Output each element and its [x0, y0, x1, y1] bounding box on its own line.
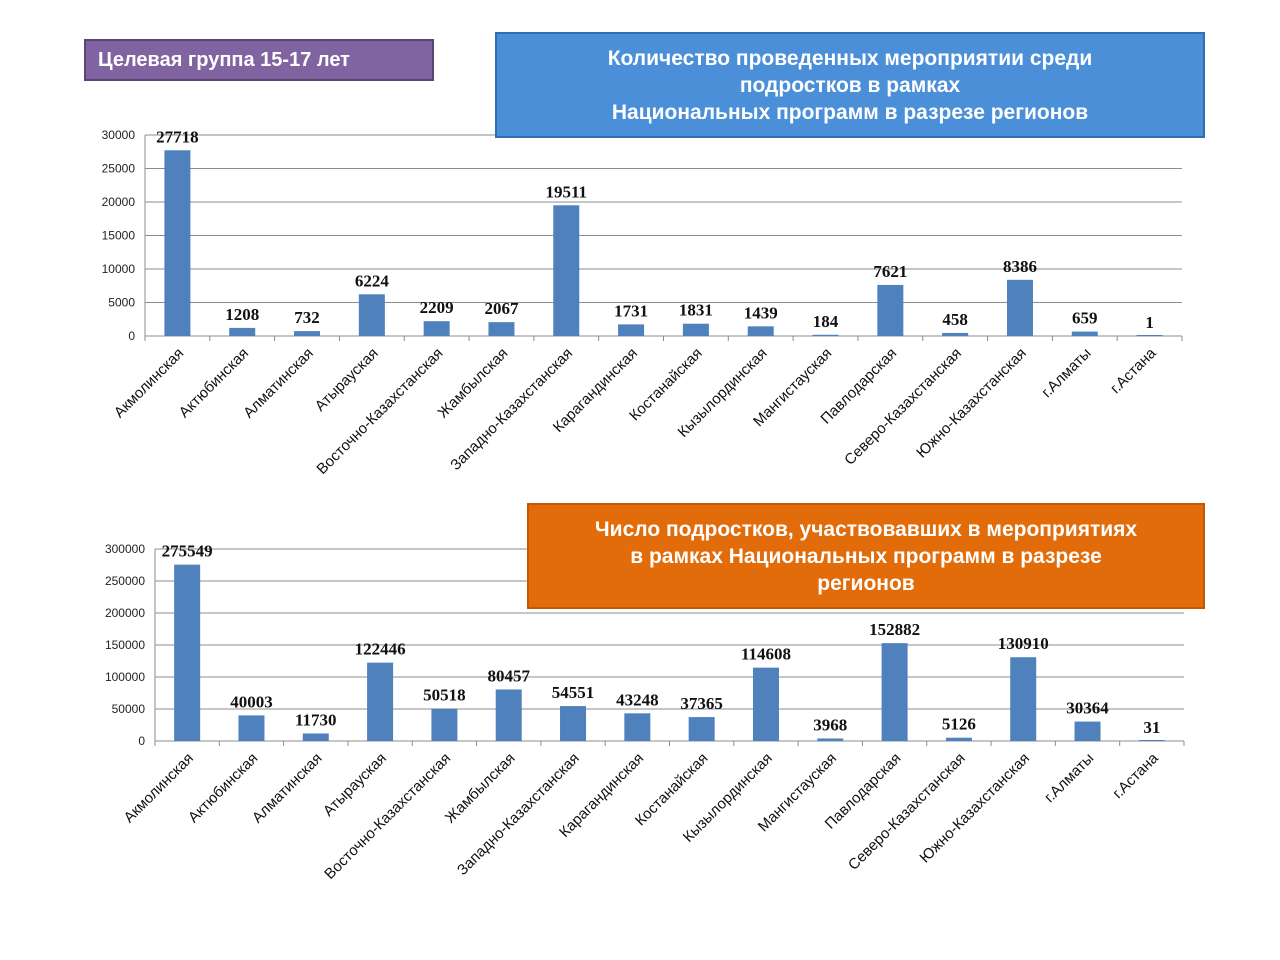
chart-1-data-label: 3968 — [813, 715, 847, 734]
chart-0-bar — [488, 322, 515, 336]
chart-0-y-tick-label: 10000 — [102, 262, 136, 276]
chart-0-bar — [423, 321, 450, 336]
chart-0-data-label: 27718 — [156, 127, 199, 146]
chart-0-data-label: 2067 — [484, 299, 519, 318]
chart-1-data-label: 152882 — [869, 620, 920, 639]
chart-0-bar — [877, 284, 904, 336]
chart-0-data-label: 8386 — [1003, 257, 1037, 276]
chart-1-category-label: Восточно-Казахстанская — [321, 750, 454, 883]
chart-1-data-label: 130910 — [998, 634, 1049, 653]
chart-0-data-label: 19511 — [546, 182, 588, 201]
chart-1-category-label: Атырауская — [320, 750, 390, 820]
chart-0-data-label: 659 — [1072, 309, 1098, 328]
chart-0-bar — [1006, 279, 1033, 336]
events-chart-title-line-3: Национальных программ в разрезе регионов — [611, 100, 1089, 124]
chart-1-y-tick-label: 250000 — [105, 574, 145, 588]
chart-0-y-tick-label: 15000 — [102, 229, 136, 243]
participants-chart-title-line-1: Число подростков, участвовавших в меропр… — [594, 517, 1138, 541]
chart-0-data-label: 1208 — [225, 305, 259, 324]
chart-1-data-label: 54551 — [552, 683, 595, 702]
chart-0-bar — [164, 150, 191, 336]
chart-1-bar — [945, 737, 972, 741]
chart-1-bar — [431, 708, 458, 741]
participants-chart-title-line-2: в рамках Национальных программ в разрезе — [630, 544, 1102, 568]
chart-0-bar — [942, 332, 969, 336]
chart-1-category-label: г.Алматы — [1041, 750, 1097, 806]
chart-1-data-label: 37365 — [680, 694, 723, 713]
chart-1-y-tick-label: 150000 — [105, 638, 145, 652]
chart-0-bar — [229, 327, 256, 336]
chart-0-y-tick-label: 30000 — [102, 128, 136, 142]
chart-1-category-label: Южно-Казахстанская — [916, 750, 1033, 867]
chart-1-category-label: Северо-Казахстанская — [845, 750, 969, 874]
chart-1-data-label: 80457 — [487, 667, 530, 686]
chart-1-bar — [367, 662, 394, 741]
chart-1-data-label: 275549 — [162, 542, 213, 561]
chart-0-bar — [747, 326, 774, 336]
events-chart-title-line-2: подростков в рамках — [739, 73, 961, 97]
chart-1-y-tick-label: 200000 — [105, 606, 145, 620]
chart-1-data-label: 114608 — [741, 645, 791, 664]
target-group-badge: Целевая группа 15-17 лет — [84, 39, 434, 81]
chart-1-bar — [688, 717, 715, 741]
chart-1-bar — [1074, 721, 1101, 741]
chart-1-y-tick-label: 50000 — [112, 702, 146, 716]
chart-0-y-tick-label: 20000 — [102, 195, 136, 209]
chart-1-bar — [624, 713, 651, 741]
chart-0-bar — [1136, 335, 1163, 336]
chart-1-data-label: 11730 — [295, 710, 337, 729]
events-chart-title: Количество проведенных мероприятии среди… — [495, 32, 1205, 138]
chart-1-category-label: Западно-Казахстанская — [454, 750, 583, 879]
chart-0-y-tick-label: 25000 — [102, 162, 136, 176]
chart-1-data-label: 5126 — [942, 715, 976, 734]
chart-0-bar — [812, 334, 839, 336]
chart-0-data-label: 1731 — [614, 301, 648, 320]
chart-1-data-label: 50518 — [423, 686, 466, 705]
chart-1-bar — [752, 667, 779, 741]
chart-1-bar — [560, 706, 587, 741]
chart-0-data-label: 732 — [294, 308, 320, 327]
chart-1-data-label: 43248 — [616, 690, 659, 709]
chart-0-bar — [358, 294, 385, 336]
chart-1-bar — [495, 689, 522, 741]
chart-0-data-label: 1439 — [744, 303, 778, 322]
chart-1-bar — [174, 564, 201, 741]
chart-1-bar — [302, 733, 329, 741]
participants-chart-title-line-3: регионов — [817, 571, 915, 595]
chart-1-data-label: 30364 — [1066, 699, 1109, 718]
chart-0-bar — [1071, 331, 1098, 336]
chart-0-data-label: 2209 — [420, 298, 454, 317]
chart-0-y-tick-label: 5000 — [108, 296, 135, 310]
chart-1-y-tick-label: 0 — [138, 734, 145, 748]
chart-1-bar — [881, 643, 908, 741]
chart-1-data-label: 40003 — [230, 692, 273, 711]
chart-1-y-tick-label: 300000 — [105, 542, 145, 556]
chart-0-data-label: 458 — [942, 310, 968, 329]
chart-1-bar — [238, 715, 265, 741]
chart-0-bar — [294, 331, 321, 336]
chart-0-data-label: 6224 — [355, 271, 390, 290]
chart-0-bar — [618, 324, 645, 336]
chart-0-data-label: 184 — [813, 312, 839, 331]
participants-chart-title: Число подростков, участвовавших в меропр… — [527, 503, 1205, 609]
chart-0-data-label: 1 — [1145, 313, 1154, 332]
chart-0-data-label: 1831 — [679, 301, 713, 320]
chart-0-y-tick-label: 0 — [128, 329, 135, 343]
chart-0-data-label: 7621 — [873, 262, 907, 281]
chart-1-bar — [1138, 740, 1165, 741]
chart-1-category-label: г.Астана — [1109, 749, 1162, 802]
chart-1-data-label: 122446 — [355, 640, 406, 659]
chart-1-bar — [817, 738, 844, 741]
chart-0-bar — [682, 323, 709, 336]
events-chart-title-line-1: Количество проведенных мероприятии среди — [607, 46, 1093, 70]
chart-1-bar — [1010, 657, 1037, 741]
chart-1-data-label: 31 — [1143, 718, 1160, 737]
chart-0-bar — [553, 205, 580, 336]
chart-1-y-tick-label: 100000 — [105, 670, 145, 684]
